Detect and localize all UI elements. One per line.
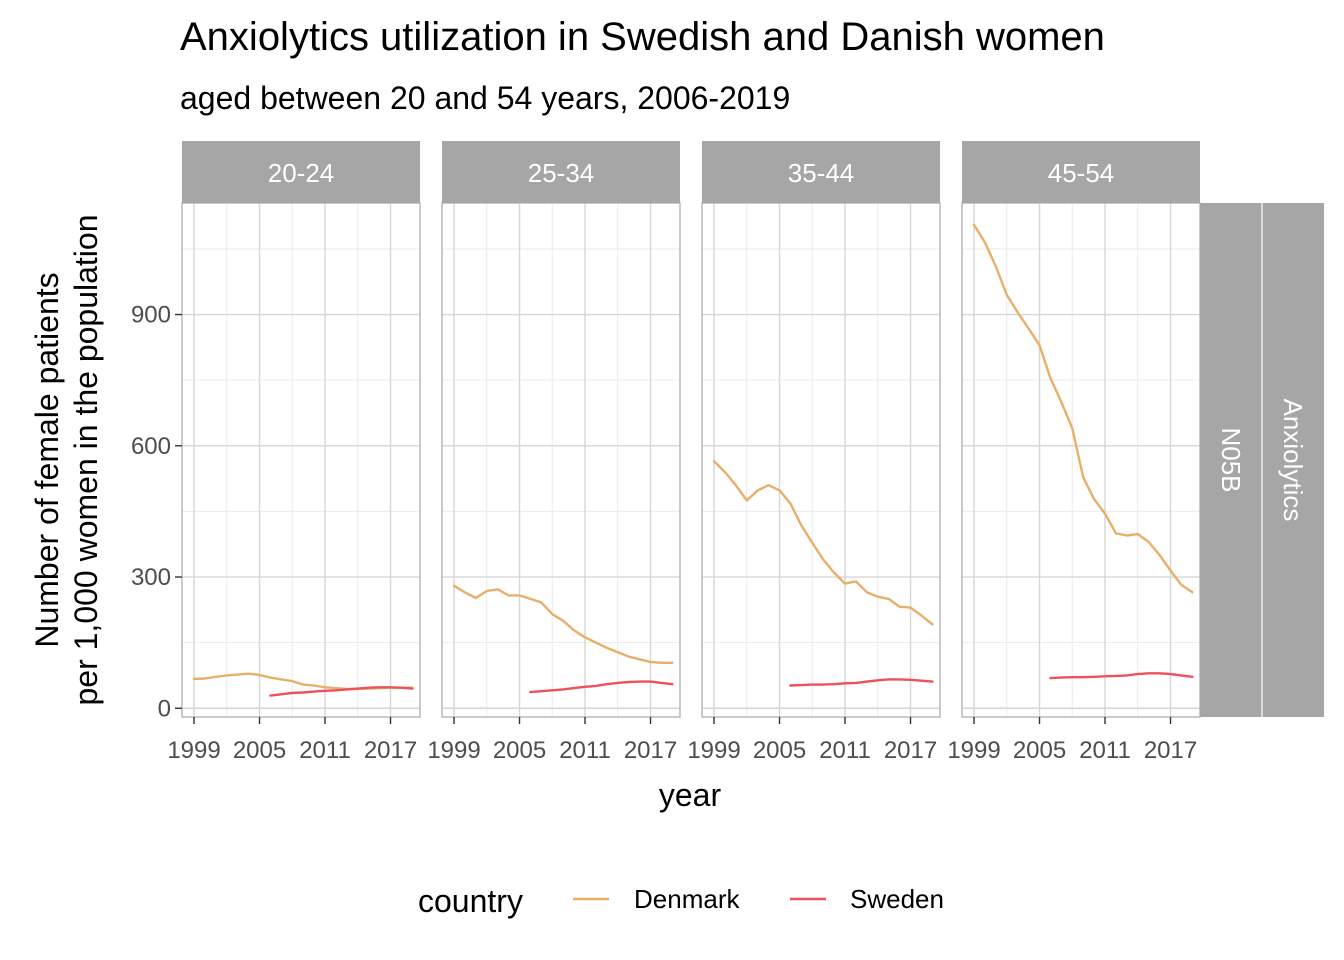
row-strip-label-2: Anxiolytics [1278,399,1308,522]
y-tick-label: 600 [131,433,171,460]
series-line-sweden-25-34 [529,680,674,694]
panel-background-20-24 [182,203,420,717]
x-tick-label: 2017 [624,737,677,764]
series-line-denmark-35-44 [712,459,934,626]
x-tick-label: 2005 [753,737,806,764]
x-tick-label: 2017 [364,737,417,764]
row-strip-2 [1262,203,1324,717]
panel-background-45-54 [962,203,1200,717]
series-line-sweden-35-44 [789,678,934,687]
y-axis-title-line-2: per 1,000 women in the population [68,214,104,705]
x-tick-label: 1999 [167,737,220,764]
row-strip-label-1: N05B [1216,427,1246,492]
facet-strip-label-45-54: 45-54 [1048,158,1115,188]
row-strip-1 [1200,203,1262,717]
x-tick-label: 1999 [427,737,480,764]
legend-title: country [418,883,523,919]
legend-label-sweden: Sweden [850,884,944,914]
x-axis-title: year [659,777,722,813]
facet-strip-35-44 [702,141,940,203]
series-line-denmark-45-54 [972,223,1194,594]
x-tick-label: 2017 [1144,737,1197,764]
x-tick-label: 2005 [493,737,546,764]
chart-title: Anxiolytics utilization in Swedish and D… [180,15,1105,59]
facet-strip-25-34 [442,141,680,203]
y-tick-label: 300 [131,564,171,591]
x-tick-label: 1999 [687,737,740,764]
facet-strip-20-24 [182,141,420,203]
facet-strip-label-35-44: 35-44 [788,158,855,188]
x-tick-label: 2005 [233,737,286,764]
panel-background-25-34 [442,203,680,717]
series-line-sweden-45-54 [1049,672,1194,680]
x-tick-label: 2011 [819,737,871,764]
series-line-sweden-20-24 [269,686,414,697]
facet-strip-45-54 [962,141,1200,203]
x-tick-label: 2011 [299,737,351,764]
y-tick-label: 900 [131,302,171,329]
x-tick-label: 2011 [559,737,611,764]
series-line-denmark-25-34 [452,584,674,664]
legend-label-denmark: Denmark [634,884,740,914]
x-tick-label: 2017 [884,737,937,764]
x-tick-label: 2011 [1079,737,1131,764]
chart-subtitle: aged between 20 and 54 years, 2006-2019 [180,80,791,116]
facet-strip-label-20-24: 20-24 [268,158,335,188]
facet-strip-label-25-34: 25-34 [528,158,595,188]
y-tick-label: 0 [158,695,171,722]
y-axis-title-line-1: Number of female patients [29,272,65,647]
panel-background-35-44 [702,203,940,717]
x-tick-label: 1999 [947,737,1000,764]
x-tick-label: 2005 [1013,737,1066,764]
